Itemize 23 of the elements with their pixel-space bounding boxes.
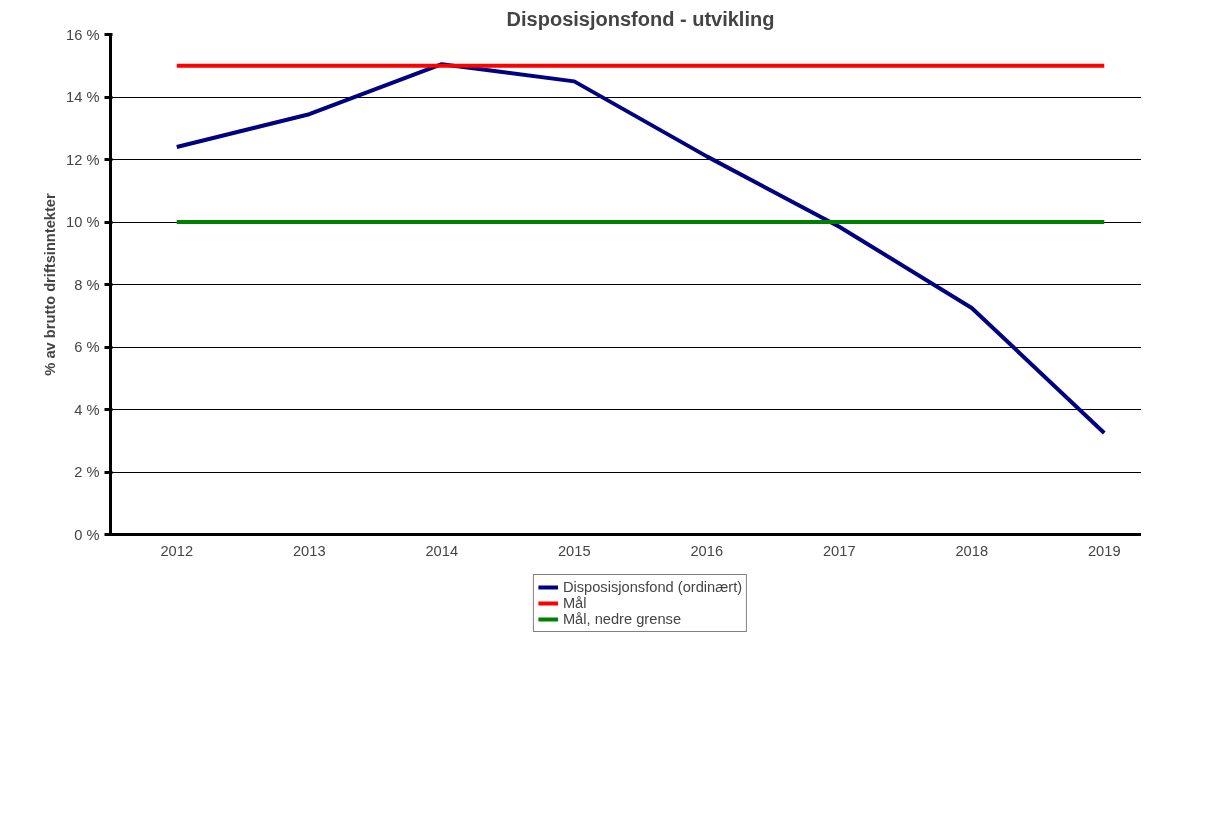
x-tick-label: 2013	[292, 542, 326, 559]
y-tick-label: 12 %	[66, 151, 100, 168]
line-series	[174, 62, 1107, 435]
y-tick-label: 0 %	[74, 526, 100, 543]
legend-label: Mål	[562, 595, 587, 611]
legend-label: Mål, nedre grense	[562, 611, 682, 627]
x-tick-label: 2015	[557, 542, 591, 559]
y-tick-label: 4 %	[74, 401, 100, 418]
y-tick-label: 14 %	[66, 89, 100, 105]
y-axis-title: % av brutto driftsinntekter	[42, 193, 59, 376]
y-tick-label: 10 %	[66, 214, 100, 230]
y-tick-label: 6 %	[74, 339, 100, 355]
x-tick-label: 2018	[955, 542, 989, 559]
chart-title: Disposisjonsfond - utvikling	[506, 7, 775, 30]
y-tick-label: 8 %	[74, 276, 100, 293]
x-tick-label: 2019	[1087, 542, 1121, 559]
x-tick-label: 2014	[425, 542, 459, 559]
legend-label: Disposisjonsfond (ordinært)	[562, 579, 743, 595]
x-tick-label: 2012	[160, 542, 194, 559]
x-tick-label: 2016	[690, 542, 724, 559]
y-tick-label: 2 %	[74, 464, 100, 480]
x-tick-label: 2017	[822, 542, 856, 559]
y-tick-label: 16 %	[66, 26, 100, 43]
